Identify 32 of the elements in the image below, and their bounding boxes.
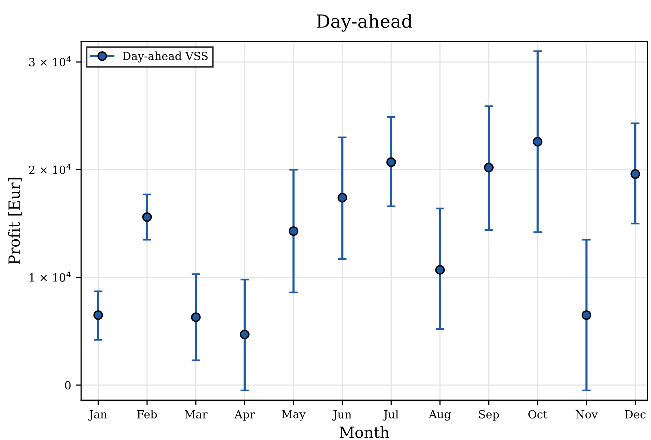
- x-tick-label: May: [282, 410, 306, 421]
- x-axis-title: Month: [340, 426, 390, 438]
- y-tick-label: 0: [65, 381, 71, 390]
- y-tick-label: 1 × 10$^{4}$: [30, 272, 71, 282]
- x-tick-label: Apr: [234, 410, 256, 421]
- x-tick-label: Jul: [382, 410, 399, 421]
- chart-title: Day-ahead: [317, 14, 412, 32]
- point: [142, 212, 152, 222]
- x-tick-label: Aug: [429, 410, 452, 421]
- y-tick-label: 3 × 10$^{4}$: [30, 56, 71, 67]
- point: [582, 310, 592, 320]
- x-tick-label: Sep: [479, 410, 500, 421]
- point: [533, 137, 543, 147]
- legend-label: Day-ahead VSS: [123, 52, 208, 63]
- x-tick-label: Oct: [528, 410, 548, 419]
- point: [191, 312, 201, 322]
- x-tick-label: Dec: [625, 410, 646, 419]
- x-tick-label: Nov: [576, 410, 598, 419]
- point: [240, 330, 250, 340]
- x-tick-label: Jan: [88, 410, 108, 421]
- point: [435, 265, 446, 275]
- point: [94, 310, 104, 320]
- point: [630, 169, 640, 180]
- x-tick-label: Feb: [138, 410, 158, 419]
- x-tick-label: Mar: [185, 410, 208, 419]
- point: [288, 226, 299, 236]
- x-tick-label: Jun: [332, 410, 352, 421]
- y-axis-title: Profit [Eur]: [8, 178, 22, 265]
- y-tick-label: 2 × 10$^{4}$: [29, 164, 71, 174]
- point: [484, 162, 494, 173]
- point: [338, 193, 348, 203]
- point: [386, 158, 396, 168]
